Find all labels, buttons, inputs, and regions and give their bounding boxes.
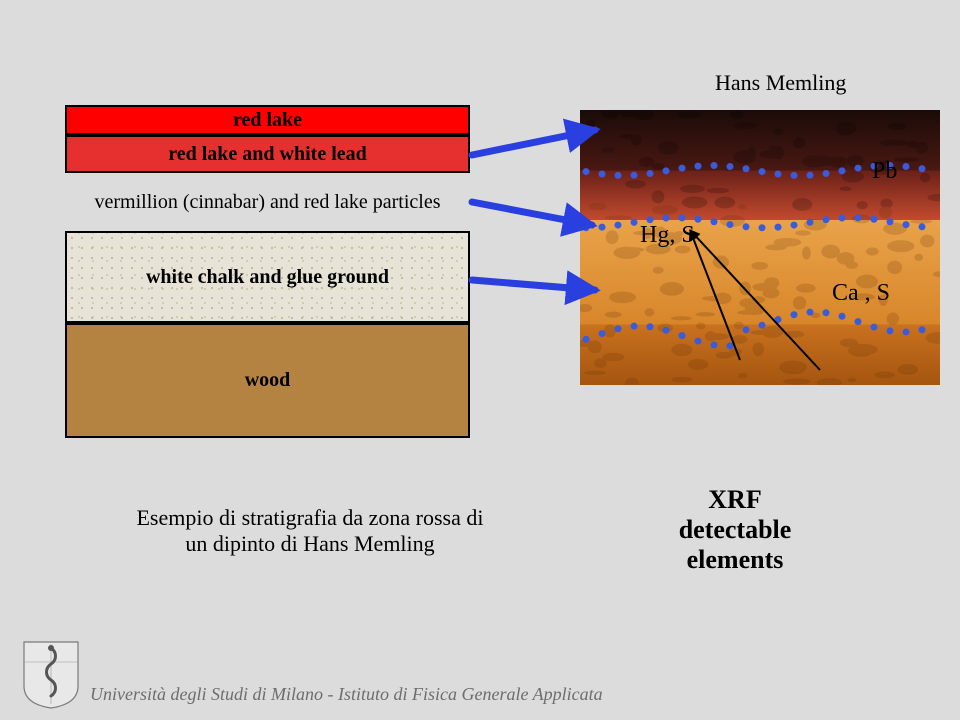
- label-cas: Ca , S: [832, 280, 890, 307]
- painter-title: Hans Memling: [715, 70, 846, 96]
- layer-mix: red lake and white lead: [65, 135, 470, 173]
- layer-redlake: red lake: [65, 105, 470, 135]
- caption: Esempio di stratigrafia da zona rossa di…: [100, 505, 520, 557]
- label-pb: Pb: [872, 158, 897, 185]
- layer-mix-label: red lake and white lead: [162, 143, 373, 166]
- xrf-line: elements: [640, 545, 830, 575]
- layer-redlake-label: red lake: [227, 109, 308, 132]
- xrf-line: detectable: [640, 515, 830, 545]
- xrf-line: XRF: [640, 485, 830, 515]
- caption-line: un dipinto di Hans Memling: [100, 531, 520, 557]
- label-hgs: Hg, S: [640, 222, 695, 249]
- xrf-label: XRFdetectableelements: [640, 485, 830, 575]
- layer-verm: vermillion (cinnabar) and red lake parti…: [65, 173, 470, 231]
- caption-line: Esempio di stratigrafia da zona rossa di: [100, 505, 520, 531]
- layer-wood-label: wood: [239, 369, 297, 392]
- slide: Hans Memling red lake red lake and white …: [0, 0, 960, 720]
- university-logo: [20, 638, 82, 710]
- layer-wood: wood: [65, 323, 470, 438]
- footer-text: Università degli Studi di Milano - Istit…: [90, 684, 603, 705]
- cross-section-image: [580, 110, 940, 385]
- layer-chalk-label: white chalk and glue ground: [140, 266, 395, 289]
- layer-chalk: white chalk and glue ground: [65, 231, 470, 323]
- layer-verm-label: vermillion (cinnabar) and red lake parti…: [89, 191, 447, 214]
